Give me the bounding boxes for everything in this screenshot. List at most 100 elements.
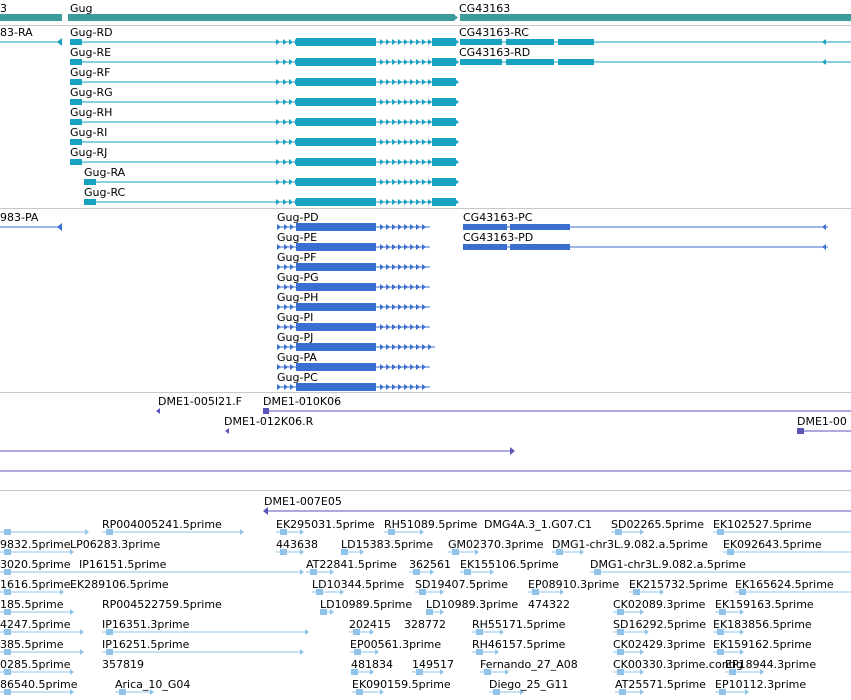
est-label[interactable]: RP004005241.5prime — [102, 518, 222, 531]
transcript-label[interactable]: Gug-RC — [84, 186, 126, 199]
gene-label[interactable]: CG43163 — [459, 2, 511, 15]
est-label[interactable]: EP00561.3prime — [350, 638, 442, 651]
est-label[interactable]: EP08910.3prime — [528, 578, 620, 591]
transcript-label[interactable]: Gug-PH — [277, 291, 319, 304]
est-label[interactable]: Diego_25_G11 — [489, 678, 569, 691]
est-label[interactable]: 4247.5prime — [0, 618, 71, 631]
est-label[interactable]: 362561 — [409, 558, 451, 571]
est-label[interactable]: EK165624.5prime — [735, 578, 834, 591]
transcript-label[interactable]: CG43163-RD — [459, 46, 531, 59]
est-label[interactable]: IP16151.5prime — [79, 558, 167, 571]
est-label[interactable]: EK159163.5prime — [715, 598, 814, 611]
est-label[interactable]: LD10344.5prime — [312, 578, 405, 591]
clone-label[interactable]: DME1-007E05 — [264, 495, 342, 508]
gene-label[interactable]: 3 — [0, 2, 7, 15]
est-label[interactable]: EK215732.5prime — [629, 578, 728, 591]
est-label[interactable]: RH46157.5prime — [472, 638, 566, 651]
transcript-label[interactable]: 83-RA — [0, 26, 33, 39]
transcript-exon — [276, 139, 280, 145]
est-label[interactable]: DMG1-chr3L.9.082.a.5prime — [590, 558, 746, 571]
clone-label[interactable]: DME1-012K06.R — [224, 415, 314, 428]
transcript-label[interactable]: Gug-PG — [277, 271, 319, 284]
est-label[interactable]: 149517 — [412, 658, 454, 671]
transcript-label[interactable]: Gug-PI — [277, 311, 314, 324]
est-label[interactable]: Arica_10_G04 — [115, 678, 191, 691]
est-label[interactable]: EK159162.5prime — [713, 638, 812, 651]
est-label[interactable]: EK102527.5prime — [713, 518, 812, 531]
est-label[interactable]: DMG4A.3_1.G07.C1 — [484, 518, 593, 531]
transcript-label[interactable]: Gug-RH — [70, 106, 113, 119]
est-label[interactable]: EK289106.5prime — [70, 578, 169, 591]
transcript-label[interactable]: Gug-RG — [70, 86, 113, 99]
est-label[interactable]: CK02089.3prime — [613, 598, 706, 611]
transcript-label[interactable]: Gug-RE — [70, 46, 112, 59]
transcript-exon — [410, 324, 414, 330]
est-label[interactable]: GM02370.3prime — [448, 538, 544, 551]
est-label[interactable]: 3020.5prime — [0, 558, 71, 571]
clone-label[interactable]: DME1-005I21.F — [158, 395, 242, 408]
est-label[interactable]: 0285.5prime — [0, 658, 71, 671]
est-label[interactable]: EK090159.5prime — [352, 678, 451, 691]
est-label[interactable]: IP16351.3prime — [102, 618, 190, 631]
est-label[interactable]: RH55171.5prime — [472, 618, 566, 631]
est-label[interactable]: LD10989.3prime — [426, 598, 519, 611]
est-label[interactable]: AT22841.5prime — [306, 558, 397, 571]
transcript-label[interactable]: CG43163-PD — [463, 231, 534, 244]
est-label[interactable]: CK02429.3prime — [613, 638, 706, 651]
clone-label[interactable]: DME1-010K06 — [263, 395, 342, 408]
est-label[interactable]: 357819 — [102, 658, 144, 671]
transcript-exon — [290, 244, 294, 250]
est-label[interactable]: 474322 — [528, 598, 570, 611]
transcript-label[interactable]: Gug-PF — [277, 251, 317, 264]
est-label[interactable]: IP16251.5prime — [102, 638, 190, 651]
transcript-exon — [460, 59, 502, 65]
est-label[interactable]: LD15383.5prime — [341, 538, 434, 551]
est-label[interactable]: 9832.5prime — [0, 538, 71, 551]
gene-label[interactable]: Gug — [70, 2, 93, 15]
est-label[interactable]: 443638 — [276, 538, 318, 551]
transcript-exon — [463, 224, 507, 230]
est-label[interactable]: 328772 — [404, 618, 446, 631]
est-label[interactable]: DMG1-chr3L.9.082.a.5prime — [552, 538, 708, 551]
est-label[interactable]: 185.5prime — [0, 598, 64, 611]
est-block — [4, 569, 11, 575]
est-label[interactable]: 1616.5prime — [0, 578, 71, 591]
transcript-label[interactable]: Gug-PC — [277, 371, 318, 384]
transcript-label[interactable]: Gug-RI — [70, 126, 108, 139]
transcript-label[interactable]: CG43163-RC — [459, 26, 529, 39]
est-label[interactable]: EP18944.3prime — [725, 658, 817, 671]
est-label[interactable]: SD16292.5prime — [613, 618, 706, 631]
transcript-label[interactable]: CG43163-PC — [463, 211, 533, 224]
est-label[interactable]: CK00330.3prime.contig — [613, 658, 744, 671]
transcript-label[interactable]: Gug-RF — [70, 66, 111, 79]
est-label[interactable]: EK295031.5prime — [276, 518, 375, 531]
transcript-label[interactable]: Gug-RD — [70, 26, 113, 39]
transcript-label[interactable]: Gug-RJ — [70, 146, 108, 159]
clone-label[interactable]: DME1-00 — [797, 415, 847, 428]
transcript-exon — [422, 39, 426, 45]
est-label[interactable]: EK183856.5prime — [713, 618, 812, 631]
transcript-label[interactable]: Gug-PJ — [277, 331, 314, 344]
est-label[interactable]: SD02265.5prime — [611, 518, 704, 531]
transcript-label[interactable]: Gug-PE — [277, 231, 318, 244]
est-label[interactable]: 202415 — [349, 618, 391, 631]
transcript-label[interactable]: 983-PA — [0, 211, 39, 224]
est-label[interactable]: Fernando_27_A08 — [480, 658, 578, 671]
est-label[interactable]: EP10112.3prime — [715, 678, 807, 691]
est-label[interactable]: 385.5prime — [0, 638, 64, 651]
est-label[interactable]: LP06283.3prime — [70, 538, 161, 551]
transcript-label[interactable]: Gug-PA — [277, 351, 317, 364]
est-label[interactable]: AT25571.5prime — [615, 678, 706, 691]
transcript-exon — [277, 384, 281, 390]
est-label[interactable]: EK155106.5prime — [460, 558, 559, 571]
est-label[interactable]: 86540.5prime — [0, 678, 78, 691]
transcript-exon — [386, 119, 390, 125]
est-label[interactable]: SD19407.5prime — [415, 578, 508, 591]
est-label[interactable]: EK092643.5prime — [723, 538, 822, 551]
est-label[interactable]: RH51089.5prime — [384, 518, 478, 531]
est-label[interactable]: RP004522759.5prime — [102, 598, 222, 611]
transcript-label[interactable]: Gug-RA — [84, 166, 126, 179]
est-label[interactable]: 481834 — [351, 658, 393, 671]
transcript-label[interactable]: Gug-PD — [277, 211, 319, 224]
est-label[interactable]: LD10989.5prime — [320, 598, 413, 611]
